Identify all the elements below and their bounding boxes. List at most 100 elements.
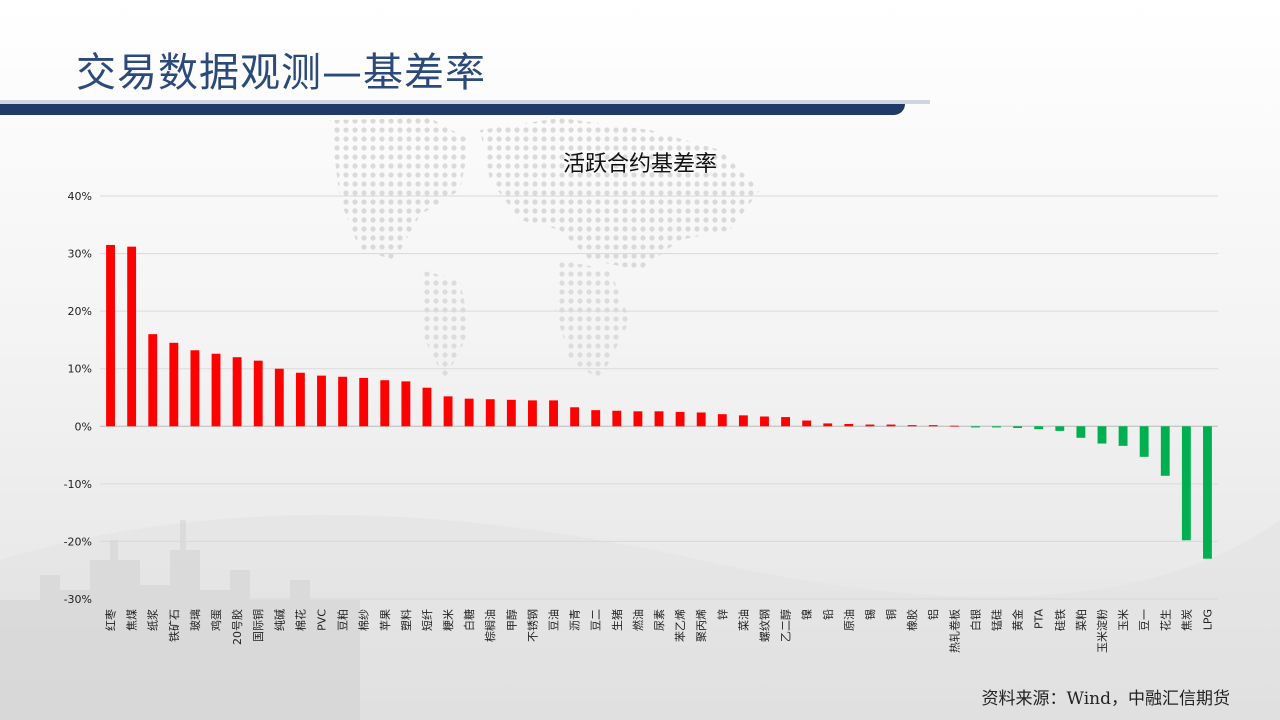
- category-label: 纸浆: [146, 609, 160, 631]
- category-label: 白银: [968, 609, 982, 631]
- category-label: 沥青: [569, 609, 582, 631]
- y-tick-label: -30%: [64, 593, 92, 606]
- bar-玉米淀粉: [1097, 426, 1107, 444]
- category-label: 棉花: [293, 609, 307, 631]
- y-tick-label: -10%: [64, 478, 92, 491]
- category-label: 原油: [842, 609, 856, 631]
- category-label: 锰硅: [990, 609, 1004, 631]
- category-label: 棕榈油: [483, 609, 497, 642]
- category-label: 红枣: [105, 609, 118, 631]
- y-tick-label: 0%: [75, 420, 92, 433]
- bar-20号胶: [232, 357, 242, 427]
- bar-生猪: [612, 410, 622, 427]
- slide-title: 交易数据观测—基差率: [76, 50, 486, 96]
- bar-橡胶: [907, 425, 917, 427]
- category-label: 豆油: [547, 609, 561, 631]
- bar-原油: [844, 423, 854, 427]
- category-label: 菜粕: [1074, 609, 1088, 631]
- category-label: 铜: [884, 609, 898, 620]
- bar-锡: [865, 424, 875, 427]
- category-label: 玉米: [1117, 609, 1130, 631]
- bar-镍: [802, 420, 812, 427]
- category-label: 螺纹钢: [757, 609, 771, 642]
- category-label: 苯乙烯: [673, 609, 687, 642]
- bar-棉纱: [359, 377, 369, 427]
- bar-沥青: [570, 407, 580, 427]
- bar-红枣: [106, 244, 115, 427]
- bar-棉花: [295, 372, 305, 427]
- category-label: 玻璃: [188, 609, 202, 631]
- category-label: LPG: [1201, 609, 1214, 630]
- bar-LPG: [1203, 426, 1212, 559]
- bar-热轧卷板: [949, 425, 959, 427]
- category-label: 苹果: [378, 609, 392, 631]
- bar-塑料: [401, 381, 411, 427]
- y-tick-label: -20%: [64, 535, 92, 548]
- bar-国际铜: [253, 360, 263, 427]
- bar-豆一: [1139, 426, 1149, 457]
- bar-尿素: [654, 411, 664, 427]
- y-tick-label: 30%: [68, 248, 92, 261]
- bar-菜粕: [1076, 426, 1086, 438]
- bar-纯碱: [274, 368, 284, 427]
- bar-乙二醇: [781, 417, 790, 427]
- category-label: 粳米: [441, 609, 455, 631]
- category-label: 花生: [1158, 609, 1172, 631]
- y-tick-label: 40%: [68, 190, 92, 203]
- bar-聚丙烯: [696, 412, 706, 427]
- bar-螺纹钢: [760, 416, 769, 427]
- category-label: 热轧卷板: [947, 609, 961, 653]
- y-tick-label: 10%: [68, 363, 92, 376]
- category-label: 短纤: [420, 609, 434, 631]
- bar-玉米: [1118, 426, 1128, 446]
- bar-纸浆: [148, 334, 158, 427]
- category-label: 黄金: [1011, 609, 1025, 631]
- category-label: PVC: [315, 609, 328, 631]
- bar-苹果: [380, 380, 390, 427]
- bar-玻璃: [190, 350, 200, 427]
- category-label: 硅铁: [1054, 609, 1067, 631]
- category-label: 白糖: [462, 609, 476, 631]
- bar-焦煤: [127, 246, 137, 427]
- bar-豆二: [591, 410, 601, 427]
- category-label: 塑料: [399, 609, 413, 631]
- bar-粳米: [443, 396, 453, 427]
- bar-白银: [970, 426, 980, 428]
- category-label: 锡: [863, 609, 877, 620]
- category-label: 橡胶: [905, 609, 919, 631]
- bar-锌: [717, 414, 727, 427]
- bar-豆油: [549, 400, 558, 427]
- bar-鸡蛋: [211, 353, 221, 427]
- bar-短纤: [422, 387, 432, 427]
- y-tick-label: 20%: [68, 305, 92, 318]
- category-label: 甲醇: [504, 609, 518, 631]
- category-label: 焦炭: [1180, 609, 1193, 631]
- bar-白糖: [464, 398, 474, 427]
- bar-PTA: [1034, 426, 1044, 430]
- bar-花生: [1160, 426, 1170, 476]
- bar-焦炭: [1181, 426, 1191, 541]
- bar-铝: [928, 425, 938, 427]
- category-label: 棉纱: [357, 609, 371, 631]
- bar-铜: [886, 424, 896, 427]
- category-label: 聚丙烯: [695, 609, 708, 642]
- category-label: 纯碱: [273, 609, 286, 631]
- category-label: 铁矿石: [168, 609, 181, 642]
- category-label: 豆二: [590, 609, 603, 631]
- bar-燃油: [633, 411, 643, 427]
- category-label: 铝: [926, 609, 940, 620]
- category-label: 燃油: [631, 609, 645, 631]
- bar-不锈钢: [528, 400, 537, 427]
- category-label: 20号胶: [230, 609, 244, 645]
- bar-黄金: [1013, 426, 1023, 429]
- category-label: PTA: [1033, 609, 1046, 629]
- bar-豆粕: [338, 376, 348, 427]
- category-label: 生猪: [610, 609, 624, 631]
- bar-菜油: [738, 415, 748, 427]
- chart-title: 活跃合约基差率: [562, 152, 717, 177]
- title-underline-bar: [0, 104, 905, 115]
- category-label: 锌: [715, 609, 729, 620]
- bar-硅铁: [1055, 426, 1065, 431]
